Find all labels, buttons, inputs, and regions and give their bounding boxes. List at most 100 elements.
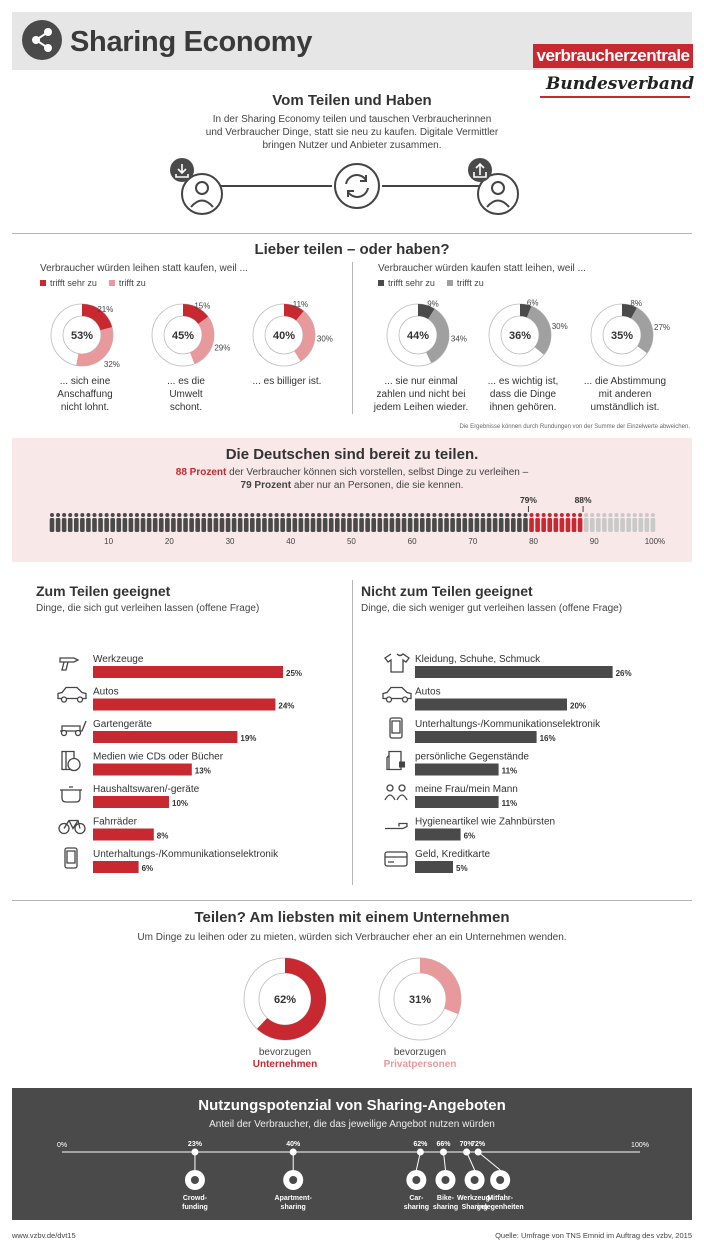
person-icon [165, 513, 170, 532]
bereit-line-1: 88 Prozent der Verbraucher können sich v… [0, 466, 704, 479]
person-head [650, 513, 655, 517]
bar-category-label: Haushaltswaren/-geräte [93, 784, 200, 795]
person-head [517, 513, 522, 517]
donut-caption: nicht lohnt. [61, 402, 109, 413]
connector-line [477, 1151, 501, 1171]
unternehmen-title: Teilen? Am liebsten mit einem Unternehme… [194, 909, 510, 926]
person-icon [602, 513, 607, 532]
person-body [529, 518, 534, 532]
person-head [535, 513, 540, 517]
point-category-label: sharing [281, 1204, 306, 1211]
person-icon [474, 513, 480, 532]
head [386, 784, 394, 792]
person-head [426, 513, 431, 517]
donut-caption: umständlich ist. [591, 402, 660, 413]
donut-value: 31% [409, 994, 431, 1006]
person-body [395, 518, 401, 532]
bar-category-label: Unterhaltungs-/Kommunikationselektronik [93, 849, 279, 860]
icon-stroke [60, 786, 82, 803]
bar-category-label: Fahrräder [93, 817, 138, 828]
card [384, 851, 408, 867]
personal-items-icon [386, 750, 405, 771]
person-body [432, 518, 437, 532]
donut-caption: ihnen gehören. [490, 402, 557, 413]
bar [93, 731, 238, 743]
person-body [353, 518, 358, 532]
person-head [395, 513, 400, 517]
donut-pct-strong: 8% [630, 299, 642, 308]
divider-vertical [352, 580, 353, 885]
bar [415, 731, 537, 743]
person-body [207, 518, 213, 532]
person-icon [341, 513, 346, 532]
person-head [493, 513, 498, 517]
person-head [383, 513, 388, 517]
donut-segment [76, 327, 114, 366]
person-head [183, 513, 188, 517]
disc [67, 757, 81, 772]
bar-value-label: 6% [142, 864, 154, 873]
creditcard-icon [384, 851, 408, 867]
point-value-label: 66% [436, 1141, 451, 1148]
person-body [450, 518, 455, 532]
person-body [498, 518, 504, 532]
wheel [58, 822, 70, 835]
tick-label: 60 [408, 537, 417, 546]
person-body [189, 518, 194, 532]
person-body [559, 518, 565, 532]
privat-name: Privatpersonen [383, 1059, 457, 1070]
person-icon [347, 513, 352, 532]
bereit-79-bold: 79 Prozent [240, 480, 292, 491]
person-icon [565, 513, 571, 532]
icon-stroke [59, 657, 80, 671]
point-category-label: Car- [409, 1195, 424, 1202]
person-icon [134, 513, 140, 532]
person-icon [250, 513, 255, 532]
person-body [650, 518, 656, 532]
person-body [413, 518, 419, 532]
phone-icon [389, 717, 403, 739]
donut-caption: dass die Dinge [490, 389, 557, 400]
point-value-label: 70% [460, 1141, 475, 1148]
icon-stroke [385, 856, 407, 863]
person-icon [213, 513, 219, 532]
person-head [480, 513, 485, 517]
bar-value-label: 20% [570, 702, 586, 711]
bar [93, 828, 154, 841]
person-head [371, 513, 376, 517]
wheel [74, 729, 82, 737]
person-head [50, 513, 54, 517]
person-body [225, 518, 231, 532]
person-body [632, 518, 638, 532]
person-body [165, 518, 170, 532]
person-body [49, 518, 55, 532]
person-body [383, 518, 389, 532]
donut-caption: zahlen und nicht bei [377, 389, 466, 400]
left-title: Zum Teilen geeignet [36, 583, 171, 599]
person-icon [517, 513, 522, 532]
person-icon [152, 513, 158, 532]
person-head [365, 513, 370, 517]
donut-total: 35% [611, 330, 633, 342]
tick-label: 30 [226, 537, 235, 546]
person-head [505, 513, 510, 517]
bereit-title: Die Deutschen sind bereit zu teilen. [225, 446, 479, 463]
person-body [231, 518, 237, 532]
icon-glyph [470, 1176, 479, 1184]
person-icon [256, 513, 261, 532]
bar-value-label: 11% [502, 799, 518, 808]
person-icon [86, 513, 91, 532]
point-category-label: sharing [404, 1204, 429, 1211]
person-head [547, 513, 552, 517]
donut-pct-strong: 6% [527, 299, 539, 308]
person-icon [183, 513, 188, 532]
footer-url[interactable]: www.vzbv.de/dvt15 [12, 1231, 76, 1240]
person-body [608, 518, 613, 532]
point-value-label: 23% [188, 1141, 203, 1148]
person-head [74, 513, 79, 517]
exchange-icon [334, 163, 380, 209]
person-head [201, 513, 206, 517]
bar-charts: Werkzeuge 25% Autos 24% Gartengeräte 19% Medie… [57, 653, 632, 873]
teilen-right-lead: Verbraucher würden kaufen statt leihen, … [378, 263, 586, 274]
bar [93, 666, 283, 678]
